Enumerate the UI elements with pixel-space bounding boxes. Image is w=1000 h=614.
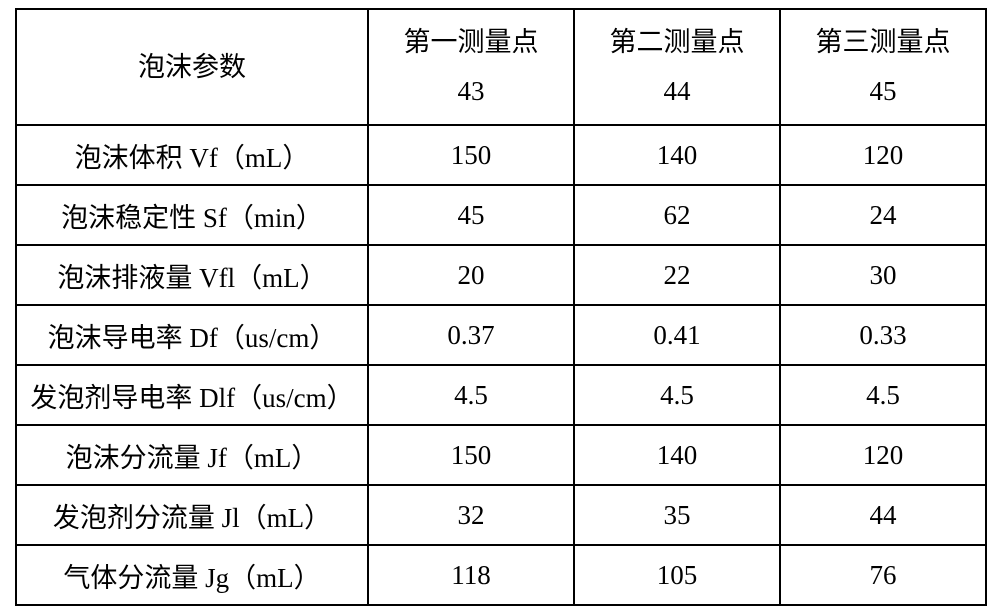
table-row: 发泡剂分流量 Jl（mL） 32 35 44: [16, 485, 986, 545]
foam-parameters-table-container: 泡沫参数 第一测量点 43 第二测量点 44 第三测量点 45 泡沫体积 Vf（…: [15, 8, 985, 606]
row-label: 泡沫导电率 Df（us/cm）: [16, 305, 368, 365]
header-point-3: 第三测量点 45: [780, 9, 986, 125]
row-value-1: 4.5: [368, 365, 574, 425]
row-label: 发泡剂分流量 Jl（mL）: [16, 485, 368, 545]
row-label: 气体分流量 Jg（mL）: [16, 545, 368, 605]
row-value-3: 24: [780, 185, 986, 245]
row-value-2: 22: [574, 245, 780, 305]
row-label: 泡沫分流量 Jf（mL）: [16, 425, 368, 485]
row-value-2: 105: [574, 545, 780, 605]
row-value-3: 76: [780, 545, 986, 605]
row-label: 泡沫排液量 Vfl（mL）: [16, 245, 368, 305]
header-point-2-number: 44: [575, 67, 779, 116]
table-row: 气体分流量 Jg（mL） 118 105 76: [16, 545, 986, 605]
header-point-1-title: 第一测量点: [369, 18, 573, 67]
row-value-3: 0.33: [780, 305, 986, 365]
row-value-2: 62: [574, 185, 780, 245]
row-value-3: 120: [780, 125, 986, 185]
row-value-3: 44: [780, 485, 986, 545]
row-value-2: 140: [574, 425, 780, 485]
header-param: 泡沫参数: [16, 9, 368, 125]
header-point-2-title: 第二测量点: [575, 18, 779, 67]
row-value-2: 140: [574, 125, 780, 185]
header-point-3-title: 第三测量点: [781, 18, 985, 67]
header-point-2: 第二测量点 44: [574, 9, 780, 125]
row-value-1: 118: [368, 545, 574, 605]
row-value-2: 0.41: [574, 305, 780, 365]
table-row: 泡沫排液量 Vfl（mL） 20 22 30: [16, 245, 986, 305]
row-value-1: 45: [368, 185, 574, 245]
row-value-3: 30: [780, 245, 986, 305]
table-row: 发泡剂导电率 Dlf（us/cm） 4.5 4.5 4.5: [16, 365, 986, 425]
row-label: 泡沫稳定性 Sf（min）: [16, 185, 368, 245]
header-param-label: 泡沫参数: [17, 43, 367, 92]
header-point-3-number: 45: [781, 67, 985, 116]
row-value-2: 4.5: [574, 365, 780, 425]
row-value-1: 150: [368, 425, 574, 485]
table-row: 泡沫稳定性 Sf（min） 45 62 24: [16, 185, 986, 245]
row-label: 泡沫体积 Vf（mL）: [16, 125, 368, 185]
table-row: 泡沫导电率 Df（us/cm） 0.37 0.41 0.33: [16, 305, 986, 365]
table-row: 泡沫体积 Vf（mL） 150 140 120: [16, 125, 986, 185]
table-header-row: 泡沫参数 第一测量点 43 第二测量点 44 第三测量点 45: [16, 9, 986, 125]
row-value-3: 120: [780, 425, 986, 485]
header-point-1: 第一测量点 43: [368, 9, 574, 125]
row-value-3: 4.5: [780, 365, 986, 425]
row-label: 发泡剂导电率 Dlf（us/cm）: [16, 365, 368, 425]
row-value-1: 0.37: [368, 305, 574, 365]
row-value-1: 150: [368, 125, 574, 185]
row-value-2: 35: [574, 485, 780, 545]
table-row: 泡沫分流量 Jf（mL） 150 140 120: [16, 425, 986, 485]
row-value-1: 32: [368, 485, 574, 545]
header-point-1-number: 43: [369, 67, 573, 116]
foam-parameters-table: 泡沫参数 第一测量点 43 第二测量点 44 第三测量点 45 泡沫体积 Vf（…: [15, 8, 987, 606]
row-value-1: 20: [368, 245, 574, 305]
